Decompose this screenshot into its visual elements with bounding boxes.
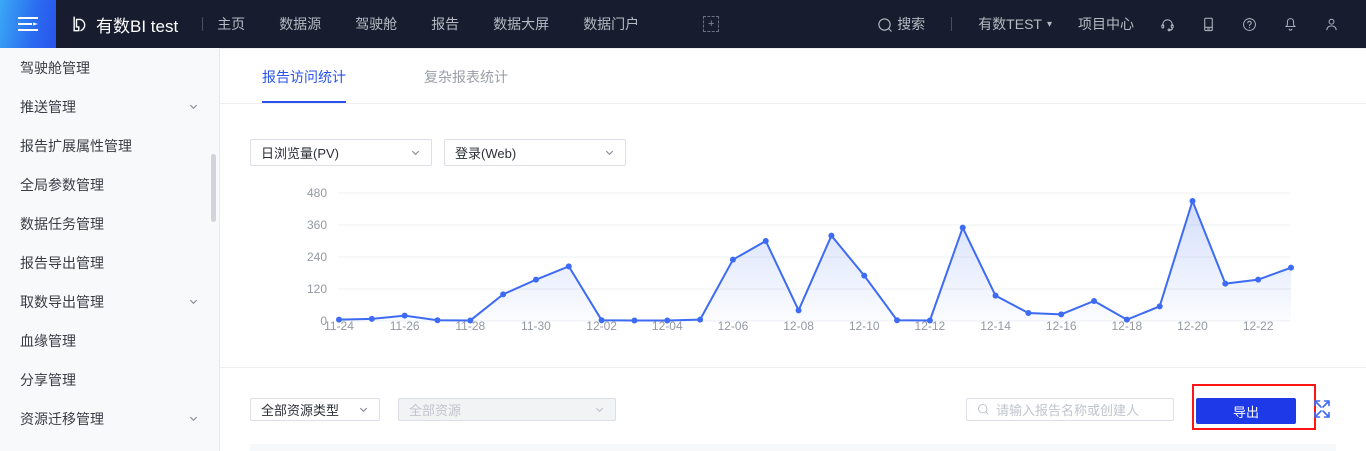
svg-text:12-08: 12-08: [783, 319, 814, 333]
svg-text:12-20: 12-20: [1177, 319, 1208, 333]
svg-text:240: 240: [307, 250, 327, 264]
svg-text:12-16: 12-16: [1046, 319, 1077, 333]
svg-text:11-30: 11-30: [521, 319, 551, 333]
svg-text:12-06: 12-06: [718, 319, 749, 333]
svg-text:12-22: 12-22: [1243, 319, 1274, 333]
svg-text:480: 480: [307, 186, 327, 200]
svg-text:120: 120: [307, 282, 327, 296]
svg-text:11-26: 11-26: [390, 319, 420, 333]
svg-text:12-14: 12-14: [980, 319, 1011, 333]
svg-text:360: 360: [307, 218, 327, 232]
svg-text:12-10: 12-10: [849, 319, 880, 333]
